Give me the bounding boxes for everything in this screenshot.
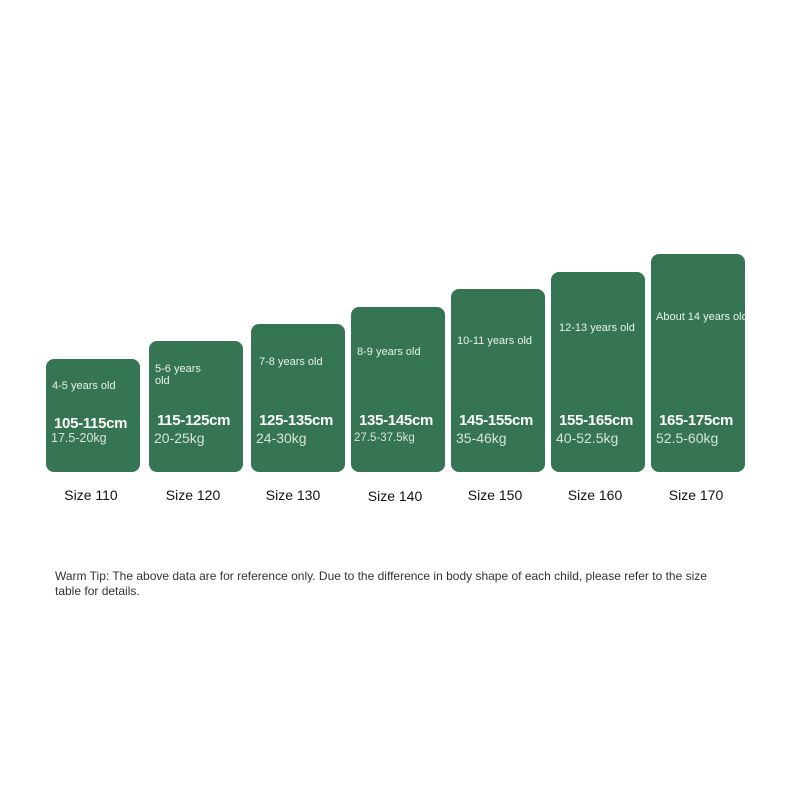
size-label-160: Size 160 (567, 487, 623, 503)
age-label: 5-6 years old (155, 363, 201, 387)
warm-tip-note: Warm Tip: The above data are for referen… (55, 569, 707, 598)
weight-range: 20-25kg (154, 430, 205, 446)
size-card-110: 4-5 years old 105-115cm 17.5-20kg (46, 359, 140, 472)
weight-range: 17.5-20kg (51, 431, 107, 445)
size-label-150: Size 150 (467, 487, 523, 503)
weight-range: 24-30kg (256, 430, 307, 446)
height-range: 145-155cm (459, 412, 534, 429)
height-range: 125-135cm (259, 412, 334, 429)
size-label-110: Size 110 (64, 487, 118, 503)
age-label: 12-13 years old (559, 322, 635, 334)
size-card-120: 5-6 years old 115-125cm 20-25kg (149, 341, 243, 472)
age-label: 10-11 years old (457, 335, 533, 347)
age-label: 8-9 years old (357, 346, 421, 358)
weight-range: 52.5-60kg (656, 430, 719, 446)
size-label-130: Size 130 (265, 487, 321, 503)
height-range: 155-165cm (559, 412, 634, 429)
size-card-150: 10-11 years old 145-155cm 35-46kg (451, 289, 545, 472)
weight-range: 35-46kg (456, 430, 507, 446)
size-label-140: Size 140 (367, 488, 423, 504)
height-range: 165-175cm (659, 412, 734, 429)
size-card-160: 12-13 years old 155-165cm 40-52.5kg (551, 272, 645, 472)
height-range: 135-145cm (359, 412, 434, 429)
weight-range: 27.5-37.5kg (354, 432, 415, 444)
size-card-140: 8-9 years old 135-145cm 27.5-37.5kg (351, 307, 445, 472)
weight-range: 40-52.5kg (556, 430, 619, 446)
size-card-170: About 14 years old 165-175cm 52.5-60kg (651, 254, 745, 472)
age-label: About 14 years old (656, 311, 745, 323)
height-range: 115-125cm (157, 412, 231, 429)
height-range: 105-115cm (54, 415, 128, 432)
age-label: 7-8 years old (259, 356, 323, 368)
size-label-170: Size 170 (668, 487, 724, 503)
size-label-120: Size 120 (165, 487, 221, 503)
age-label: 4-5 years old (52, 380, 116, 392)
size-card-130: 7-8 years old 125-135cm 24-30kg (251, 324, 345, 472)
